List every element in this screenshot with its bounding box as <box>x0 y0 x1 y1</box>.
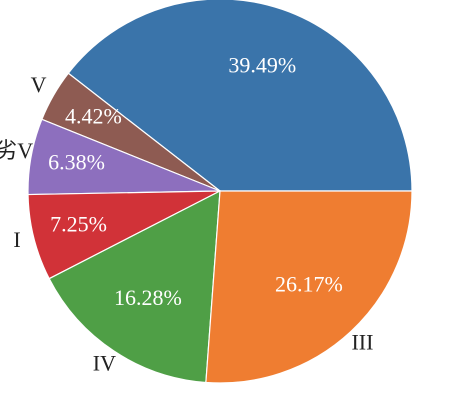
percentage-labels: 39.49% 4.42% 6.38% 7.25% 16.28% 26.17% <box>48 53 343 310</box>
pie-slice-6 <box>205 190 413 384</box>
slice-category-label-1: II <box>281 0 296 3</box>
slice-percent-label-4: 7.25% <box>50 212 107 237</box>
pie-slice-5 <box>48 189 221 384</box>
pie-slices <box>27 0 413 384</box>
slice-category-label-4: I <box>13 227 20 252</box>
slice-percent-label-2: 4.42% <box>65 103 122 128</box>
slice-percent-label-5: 16.28% <box>114 285 182 310</box>
slice-category-label-5: IV <box>93 351 116 376</box>
slice-percent-label-1: 39.49% <box>228 53 296 78</box>
slice-percent-label-3: 6.38% <box>48 150 105 175</box>
slice-category-label-6: III <box>351 329 373 354</box>
slice-category-label-2: V <box>31 72 47 97</box>
slice-category-label-3: 劣V <box>0 138 33 163</box>
category-labels: IIV劣VIIVIII <box>0 0 373 376</box>
pie-slice-1 <box>67 0 413 192</box>
slice-percent-label-6: 26.17% <box>275 272 343 297</box>
